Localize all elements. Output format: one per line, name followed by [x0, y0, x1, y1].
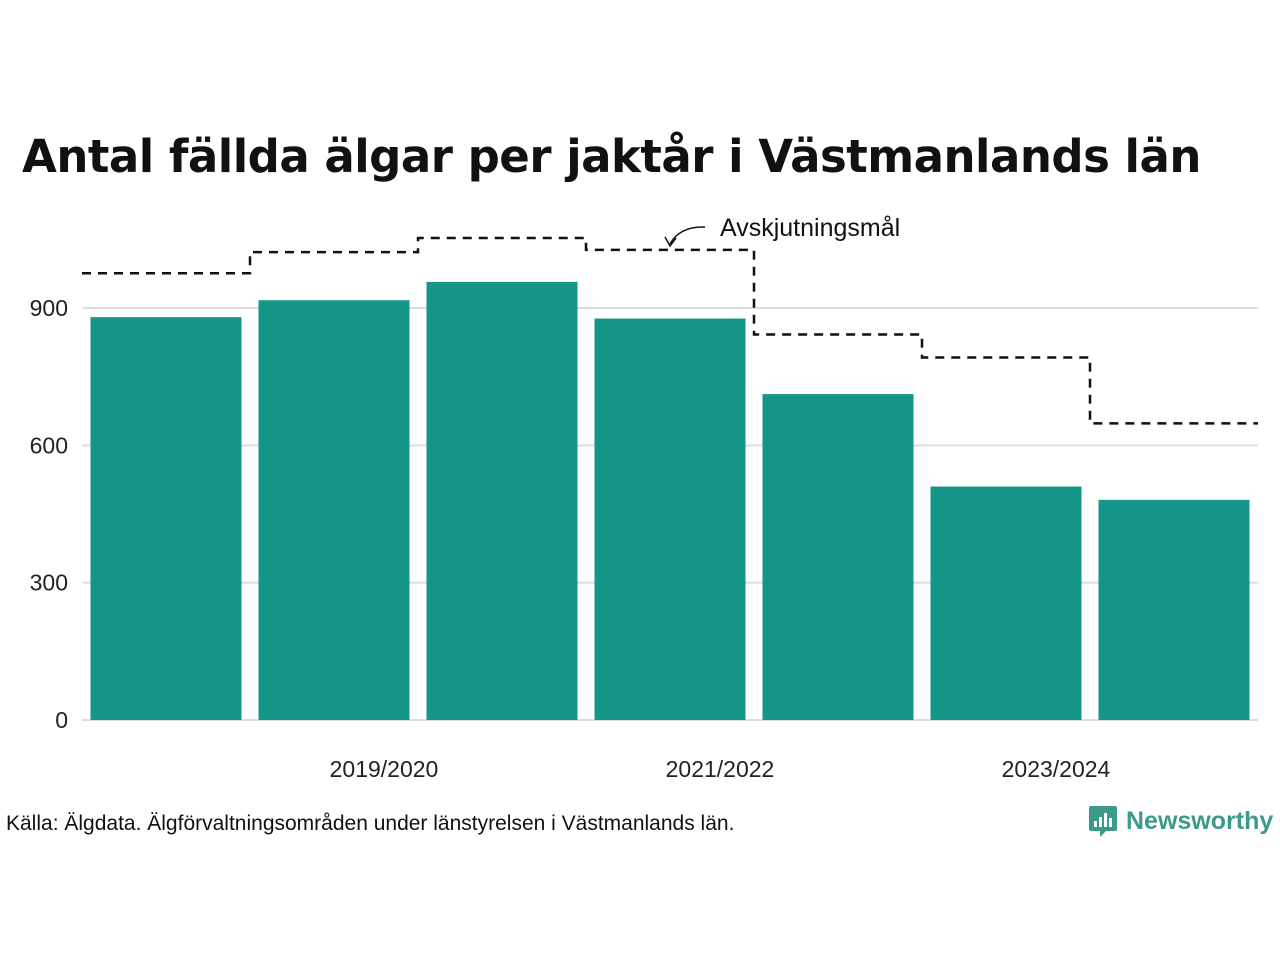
- newsworthy-logo: Newsworthy: [1088, 804, 1273, 838]
- annotation-label: Avskjutningsmål: [720, 214, 900, 242]
- bar: [594, 318, 746, 720]
- bar: [426, 281, 578, 720]
- source-note: Källa: Älgdata. Älgförvaltningsområden u…: [6, 812, 735, 835]
- chart-title: Antal fällda älgar per jaktår i Västmanl…: [22, 130, 1201, 183]
- x-tick-label: 2019/2020: [330, 756, 439, 782]
- bar: [258, 300, 410, 720]
- chart-speech-bubble-icon: [1089, 806, 1117, 837]
- bar-chart: 0 300 600 900 2019/2020 2021/2022 2023/2024 Avs…: [30, 214, 1258, 782]
- brand-name: Newsworthy: [1126, 806, 1274, 835]
- bar: [930, 486, 1082, 720]
- y-tick-label: 600: [30, 432, 68, 458]
- y-tick-label: 900: [30, 295, 68, 321]
- bar: [1098, 499, 1250, 720]
- y-tick-label: 300: [30, 570, 68, 596]
- bar: [762, 394, 914, 720]
- annotation-arrowhead: [664, 236, 677, 248]
- bar: [90, 317, 242, 720]
- x-tick-label: 2021/2022: [666, 756, 775, 782]
- x-tick-label: 2023/2024: [1002, 756, 1111, 782]
- annotation-arrow: [669, 226, 706, 245]
- y-tick-label: 0: [55, 707, 68, 733]
